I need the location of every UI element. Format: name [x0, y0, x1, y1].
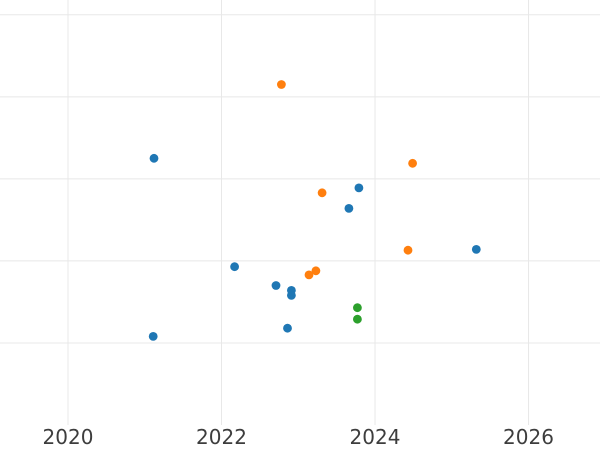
gridlines [0, 0, 600, 425]
data-points [148, 80, 481, 341]
x-tick-label: 2024 [350, 425, 401, 449]
x-tick-label: 2020 [43, 425, 94, 449]
x-tick-label: 2026 [503, 425, 554, 449]
data-point-orange [277, 80, 286, 89]
data-point-orange [403, 245, 413, 255]
data-point-orange [304, 270, 314, 280]
data-point-blue [354, 183, 364, 193]
data-point-orange [408, 158, 417, 168]
data-point-blue [149, 153, 159, 163]
x-tick-label: 2022 [196, 425, 247, 449]
data-point-blue [148, 332, 158, 341]
data-point-blue [471, 245, 481, 254]
data-point-blue [344, 204, 354, 213]
data-point-orange [311, 266, 321, 276]
data-point-orange [317, 188, 327, 198]
data-point-blue [287, 291, 296, 300]
x-axis-tick-labels: 2020 2022 2024 2026 [43, 425, 554, 449]
data-point-green [353, 314, 362, 324]
data-point-green [353, 303, 362, 313]
data-point-blue [283, 323, 292, 333]
data-point-blue [230, 262, 240, 272]
data-point-blue [271, 281, 281, 290]
